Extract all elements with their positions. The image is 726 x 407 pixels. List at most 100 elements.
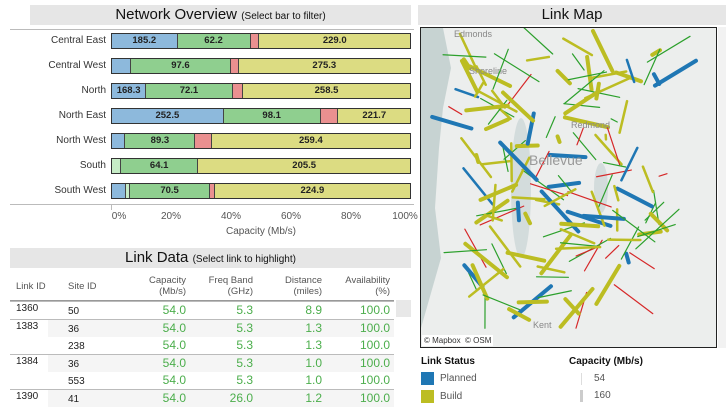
bar-segment-red[interactable] <box>233 84 243 98</box>
category-label[interactable]: South West <box>0 185 106 196</box>
value-cell[interactable]: 54.0 <box>112 321 186 335</box>
bar-segment-planned[interactable] <box>112 134 125 148</box>
value-cell[interactable]: 54.0 <box>112 356 186 370</box>
category-label[interactable]: South <box>0 160 106 171</box>
value-cell[interactable]: 100.0 <box>322 391 390 405</box>
map-link[interactable] <box>614 285 652 314</box>
map-link[interactable] <box>517 28 553 54</box>
map-link[interactable] <box>617 189 651 207</box>
site-id-cell[interactable]: 553 <box>68 376 85 387</box>
value-cell[interactable]: 54.0 <box>112 373 186 387</box>
value-cell[interactable]: 5.3 <box>186 373 253 387</box>
bar-segment-green[interactable]: 64.1 <box>121 159 198 173</box>
map-link[interactable] <box>577 128 583 145</box>
value-cell[interactable]: 8.9 <box>253 303 322 317</box>
bar-segment-other[interactable] <box>112 159 121 173</box>
bar-segment-green[interactable]: 72.1 <box>146 84 232 98</box>
value-cell[interactable]: 100.0 <box>322 303 390 317</box>
value-cell[interactable]: 1.2 <box>253 391 322 405</box>
link-id-cell[interactable]: 1384 <box>16 356 38 367</box>
value-cell[interactable]: 100.0 <box>322 373 390 387</box>
map-link[interactable] <box>630 253 654 269</box>
map-link[interactable] <box>493 185 496 220</box>
map-link[interactable] <box>558 136 560 142</box>
map-link[interactable] <box>620 101 627 133</box>
category-label[interactable]: North <box>0 85 106 96</box>
map-attribution[interactable]: © Mapbox © OSM <box>422 335 493 346</box>
map-link[interactable] <box>481 185 517 200</box>
map-link[interactable] <box>549 183 579 187</box>
map-link[interactable] <box>611 119 617 122</box>
map-link[interactable] <box>593 31 612 71</box>
column-header[interactable]: Capacity (Mb/s) <box>112 275 186 297</box>
site-id-cell[interactable]: 238 <box>68 341 85 352</box>
map-link[interactable] <box>558 71 570 83</box>
map-link[interactable] <box>443 55 486 57</box>
bar-segment-green[interactable]: 89.3 <box>125 134 195 148</box>
category-label[interactable]: North East <box>0 110 106 121</box>
bar-segment-red[interactable] <box>251 34 260 48</box>
bar-segment-planned[interactable]: 185.2 <box>112 34 178 48</box>
column-header[interactable]: Freq Band (GHz) <box>186 275 253 297</box>
link-id-cell[interactable]: 1383 <box>16 321 38 332</box>
map-link[interactable] <box>621 148 637 180</box>
map-link[interactable] <box>556 247 600 249</box>
column-header[interactable]: Link ID <box>16 281 46 292</box>
site-id-cell[interactable]: 36 <box>68 324 79 335</box>
column-header[interactable]: Site ID <box>68 281 97 292</box>
bar-south-west[interactable]: 70.5 224.9 <box>111 183 411 199</box>
map-link[interactable] <box>444 250 486 253</box>
bar-segment-red[interactable] <box>321 109 339 123</box>
value-cell[interactable]: 1.3 <box>253 338 322 352</box>
bar-segment-green[interactable]: 62.2 <box>178 34 251 48</box>
value-cell[interactable]: 100.0 <box>322 356 390 370</box>
bar-segment-build[interactable]: 229.0 <box>259 34 409 48</box>
bar-segment-planned[interactable]: 252.5 <box>112 109 224 123</box>
map-link[interactable] <box>659 174 667 176</box>
value-cell[interactable]: 54.0 <box>112 338 186 352</box>
map-link[interactable] <box>572 54 584 70</box>
link-map[interactable]: Edmonds Shoreline Redmond Bellevue Kent … <box>420 27 717 348</box>
value-cell[interactable]: 1.0 <box>253 356 322 370</box>
map-link[interactable] <box>626 254 628 263</box>
map-link[interactable] <box>561 289 593 327</box>
map-link[interactable] <box>561 224 598 226</box>
table-scrollbar[interactable] <box>396 300 411 317</box>
bar-segment-planned[interactable] <box>112 184 126 198</box>
map-link[interactable] <box>563 39 592 55</box>
map-link[interactable] <box>596 266 619 304</box>
category-label[interactable]: North West <box>0 135 106 146</box>
legend-item-build[interactable]: Build <box>421 390 462 403</box>
map-link[interactable] <box>621 227 638 259</box>
bar-segment-green[interactable]: 70.5 <box>130 184 210 198</box>
category-label[interactable]: Central East <box>0 35 106 46</box>
map-link[interactable] <box>638 225 675 237</box>
column-header[interactable]: Distance (miles) <box>253 275 322 297</box>
value-cell[interactable]: 1.0 <box>253 373 322 387</box>
map-link[interactable] <box>655 61 696 86</box>
value-cell[interactable]: 5.3 <box>186 321 253 335</box>
bar-segment-planned[interactable]: 168.3 <box>112 84 146 98</box>
value-cell[interactable]: 54.0 <box>112 303 186 317</box>
bar-segment-build[interactable]: 259.4 <box>212 134 410 148</box>
site-id-cell[interactable]: 41 <box>68 394 79 405</box>
map-link[interactable] <box>527 57 549 61</box>
map-link[interactable] <box>519 302 547 303</box>
map-link[interactable] <box>517 146 538 147</box>
map-link[interactable] <box>486 120 508 130</box>
value-cell[interactable]: 100.0 <box>322 321 390 335</box>
map-link[interactable] <box>449 107 462 115</box>
map-scrollbar[interactable] <box>718 27 726 348</box>
value-cell[interactable]: 5.3 <box>186 303 253 317</box>
bar-segment-build[interactable]: 224.9 <box>215 184 410 198</box>
bar-segment-build[interactable]: 275.3 <box>239 59 410 73</box>
bar-segment-red[interactable] <box>231 59 238 73</box>
value-cell[interactable]: 54.0 <box>112 391 186 405</box>
value-cell[interactable]: 5.3 <box>186 356 253 370</box>
bar-north-west[interactable]: 89.3 259.4 <box>111 133 411 149</box>
bar-segment-green[interactable]: 98.1 <box>224 109 321 123</box>
map-link[interactable] <box>654 74 659 84</box>
